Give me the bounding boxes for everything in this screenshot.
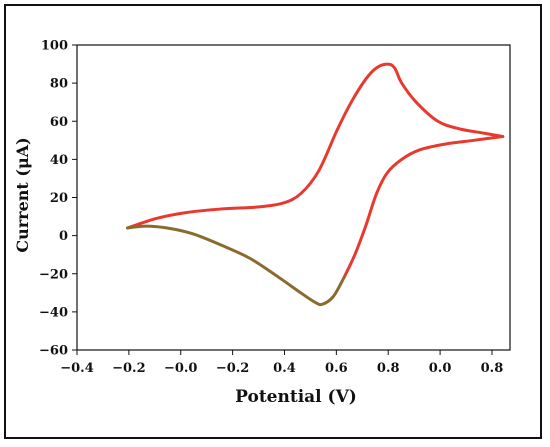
y-tick-label: 20 xyxy=(50,191,68,206)
series-line-0 xyxy=(126,62,505,230)
x-tick-label: −0.2 xyxy=(112,361,146,376)
x-tick-label: −0.2 xyxy=(216,361,250,376)
y-tick-label: −60 xyxy=(39,344,68,359)
x-tick-label: 0.8 xyxy=(481,361,504,376)
chart-frame xyxy=(4,4,542,439)
y-tick-label: −40 xyxy=(39,305,68,320)
y-tick-label: 0 xyxy=(59,229,68,244)
series-line-2 xyxy=(126,224,346,307)
x-tick-label: −0.4 xyxy=(60,361,94,376)
y-tick-label: 100 xyxy=(41,39,68,54)
y-tick-label: 80 xyxy=(50,77,68,92)
series-line-1 xyxy=(342,135,505,280)
x-tick-label: 0.0 xyxy=(429,361,452,376)
x-tick-label: 0.8 xyxy=(377,361,400,376)
x-tick-label: 0.6 xyxy=(325,361,348,376)
x-axis-label: Potential (V) xyxy=(235,387,357,407)
y-tick-label: 60 xyxy=(50,115,68,130)
x-tick-label: 0.4 xyxy=(273,361,296,376)
series-layer xyxy=(126,62,505,307)
x-tick-label: −0.0 xyxy=(164,361,198,376)
y-axis-label: Current (μA) xyxy=(13,137,32,252)
y-tick-label: 40 xyxy=(50,153,68,168)
tick-layer: 100 80 60 40 20 0 −20 −40 −60 −0.4 −0.2 −0.0 −0.2 0.4… xyxy=(39,39,503,377)
y-tick-label: −20 xyxy=(39,267,68,282)
